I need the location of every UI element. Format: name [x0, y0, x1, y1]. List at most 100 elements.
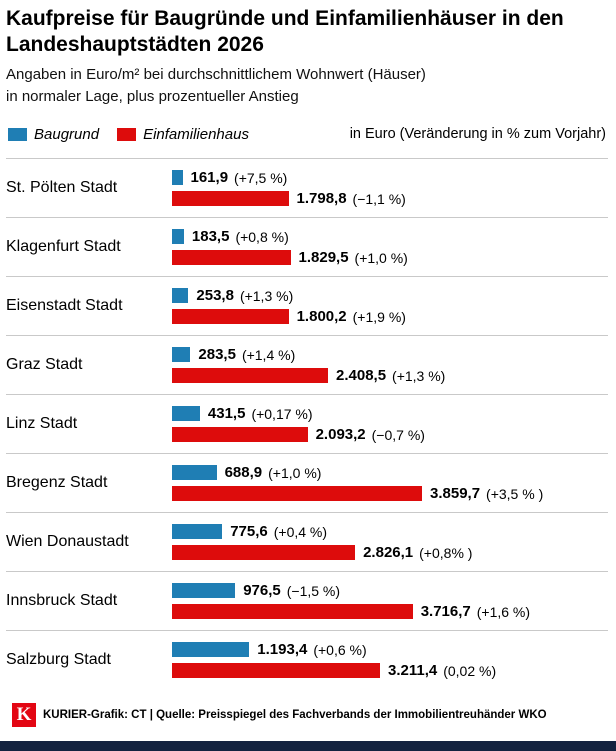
baugrund-bar-line: 253,8 (+1,3 %): [172, 287, 608, 304]
row-bars: 253,8 (+1,3 %) 1.800,2 (+1,9 %): [172, 287, 608, 325]
einfamilienhaus-legend-label: Einfamilienhaus: [143, 125, 249, 143]
baugrund-change: (−1,5 %): [286, 582, 341, 599]
einfamilienhaus-value: 2.408,5: [336, 367, 387, 384]
baugrund-bar-line: 688,9 (+1,0 %): [172, 464, 608, 481]
baugrund-change: (+0,4 %): [273, 523, 328, 540]
legend-note: in Euro (Veränderung in % zum Vorjahr): [349, 126, 606, 142]
einfamilienhaus-bar: [172, 309, 289, 324]
baugrund-change: (+1,3 %): [239, 287, 294, 304]
baugrund-bar-line: 775,6 (+0,4 %): [172, 523, 608, 540]
baugrund-value: 253,8: [196, 287, 234, 304]
einfamilienhaus-change: (+0,8% ): [419, 544, 473, 561]
row-city-label: Salzburg Stadt: [6, 651, 111, 668]
row-bars: 431,5 (+0,17 %) 2.093,2 (−0,7 %): [172, 405, 608, 443]
einfamilienhaus-value: 1.798,8: [296, 190, 347, 207]
einfamilienhaus-bar: [172, 545, 356, 560]
einfamilienhaus-bar: [172, 191, 289, 206]
einfamilienhaus-change: (+1,9 %): [352, 308, 406, 325]
einfamilienhaus-bar-line: 2.826,1 (+0,8% ): [172, 544, 608, 561]
row-bars: 775,6 (+0,4 %) 2.826,1 (+0,8% ): [172, 523, 608, 561]
baugrund-bar-line: 161,9 (+7,5 %): [172, 169, 608, 186]
chart-rows: St. Pölten Stadt 161,9 (+7,5 %) 1.798,8 …: [6, 158, 608, 689]
baugrund-bar: [172, 288, 189, 303]
subtitle-line-1: Angaben in Euro/m² bei durchschnittliche…: [6, 66, 426, 83]
subtitle-line-2: in normaler Lage, plus prozentueller Ans…: [6, 88, 299, 105]
row-bars: 1.193,4 (+0,6 %) 3.211,4 (0,02 %): [172, 641, 608, 679]
einfamilienhaus-value: 3.716,7: [420, 603, 471, 620]
einfamilienhaus-value: 2.093,2: [315, 426, 366, 443]
row-city-label: St. Pölten Stadt: [6, 179, 118, 196]
row-bars: 976,5 (−1,5 %) 3.716,7 (+1,6 %): [172, 582, 608, 620]
baugrund-change: (+1,4 %): [241, 346, 296, 363]
chart-row: Bregenz Stadt 688,9 (+1,0 %) 3.859,7 (+3…: [6, 453, 608, 512]
chart-row: Wien Donaustadt 775,6 (+0,4 %) 2.826,1 (…: [6, 512, 608, 571]
infographic: Kaufpreise für Baugründe und Einfamilien…: [6, 7, 608, 731]
einfamilienhaus-change: (+3,5 % ): [486, 485, 544, 502]
baugrund-legend-label: Baugrund: [34, 125, 100, 143]
einfamilienhaus-change: (+1,0 %): [354, 249, 408, 266]
einfamilienhaus-legend-swatch-icon: [117, 127, 137, 141]
baugrund-change: (+0,8 %): [235, 228, 289, 245]
einfamilienhaus-bar: [172, 486, 422, 501]
einfamilienhaus-bar: [172, 427, 308, 442]
baugrund-legend-swatch-icon: [8, 127, 27, 141]
chart-row: Innsbruck Stadt 976,5 (−1,5 %) 3.716,7 (…: [6, 571, 608, 630]
baugrund-value: 775,6: [230, 523, 268, 540]
row-city-label: Eisenstadt Stadt: [6, 297, 123, 314]
baugrund-bar: [172, 347, 191, 362]
row-city-label: Klagenfurt Stadt: [6, 238, 121, 255]
einfamilienhaus-change: (+1,3 %): [392, 367, 446, 384]
einfamilienhaus-bar-line: 1.829,5 (+1,0 %): [172, 249, 608, 266]
baugrund-value: 283,5: [198, 346, 236, 363]
baugrund-change: (+7,5 %): [234, 169, 288, 186]
baugrund-value: 976,5: [243, 582, 281, 599]
einfamilienhaus-bar-line: 3.211,4 (0,02 %): [172, 662, 608, 679]
baugrund-bar: [172, 229, 184, 244]
chart-row: Eisenstadt Stadt 253,8 (+1,3 %) 1.800,2 …: [6, 276, 608, 335]
chart-row: Linz Stadt 431,5 (+0,17 %) 2.093,2 (−0,7…: [6, 394, 608, 453]
einfamilienhaus-bar-line: 2.093,2 (−0,7 %): [172, 426, 608, 443]
baugrund-bar: [172, 642, 250, 657]
einfamilienhaus-value: 1.800,2: [296, 308, 347, 325]
baugrund-value: 183,5: [191, 228, 230, 245]
einfamilienhaus-change: (−1,1 %): [352, 190, 406, 207]
footer: K KURIER-Grafik: CT | Quelle: Preisspieg…: [6, 689, 608, 731]
einfamilienhaus-bar-line: 2.408,5 (+1,3 %): [172, 367, 608, 384]
baugrund-bar: [172, 406, 200, 421]
einfamilienhaus-bar-line: 3.859,7 (+3,5 % ): [172, 485, 608, 502]
baugrund-value: 688,9: [224, 464, 263, 481]
baugrund-bar: [172, 170, 183, 185]
einfamilienhaus-change: (+1,6 %): [476, 603, 531, 620]
row-bars: 688,9 (+1,0 %) 3.859,7 (+3,5 % ): [172, 464, 608, 502]
page-title: Kaufpreise für Baugründe und Einfamilien…: [6, 7, 564, 56]
baugrund-bar: [172, 583, 236, 598]
baugrund-value: 1.193,4: [257, 641, 308, 658]
einfamilienhaus-bar-line: 3.716,7 (+1,6 %): [172, 603, 608, 620]
bottom-strip: [0, 741, 616, 751]
chart-row: Klagenfurt Stadt 183,5 (+0,8 %) 1.829,5 …: [6, 217, 608, 276]
baugrund-value: 431,5: [207, 405, 246, 422]
baugrund-change: (+0,6 %): [313, 641, 367, 658]
row-city-label: Innsbruck Stadt: [6, 592, 118, 609]
einfamilienhaus-bar: [172, 250, 291, 265]
einfamilienhaus-value: 2.826,1: [363, 544, 414, 561]
row-bars: 283,5 (+1,4 %) 2.408,5 (+1,3 %): [172, 346, 608, 384]
legend: Baugrund Einfamilienhaus in Euro (Veränd…: [6, 124, 608, 144]
baugrund-bar-line: 431,5 (+0,17 %): [172, 405, 608, 422]
einfamilienhaus-value: 3.859,7: [430, 485, 481, 502]
baugrund-bar: [172, 524, 223, 539]
baugrund-change: (+0,17 %): [251, 405, 313, 422]
einfamilienhaus-value: 3.211,4: [388, 662, 438, 679]
chart-row: Salzburg Stadt 1.193,4 (+0,6 %) 3.211,4 …: [6, 630, 608, 689]
chart-row: St. Pölten Stadt 161,9 (+7,5 %) 1.798,8 …: [6, 158, 608, 217]
einfamilienhaus-bar: [172, 604, 413, 619]
einfamilienhaus-bar-line: 1.800,2 (+1,9 %): [172, 308, 608, 325]
baugrund-bar-line: 183,5 (+0,8 %): [172, 228, 608, 245]
row-city-label: Bregenz Stadt: [6, 474, 108, 491]
einfamilienhaus-value: 1.829,5: [298, 249, 349, 266]
baugrund-value: 161,9: [190, 169, 229, 186]
einfamilienhaus-bar-line: 1.798,8 (−1,1 %): [172, 190, 608, 207]
row-bars: 183,5 (+0,8 %) 1.829,5 (+1,0 %): [172, 228, 608, 266]
baugrund-bar: [172, 465, 217, 480]
row-city-label: Wien Donaustadt: [6, 533, 129, 550]
